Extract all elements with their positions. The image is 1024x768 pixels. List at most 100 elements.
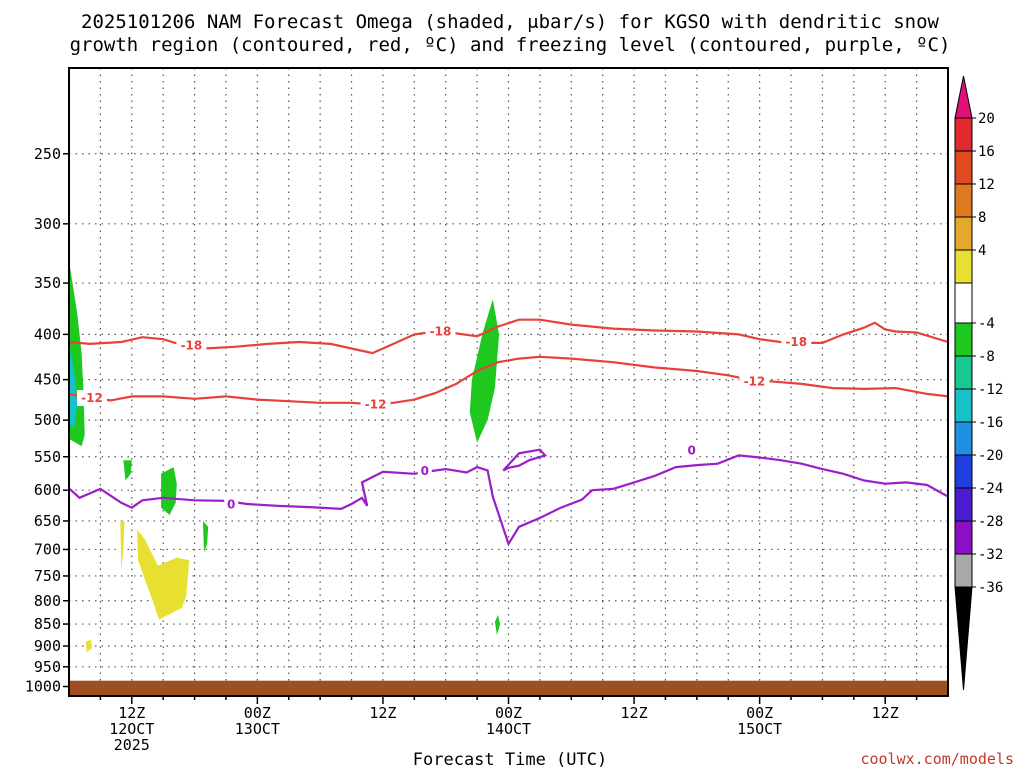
colorbar-swatch xyxy=(954,421,973,456)
y-tick-label: 650 xyxy=(34,512,61,530)
colorbar-label: -24 xyxy=(978,481,1003,497)
omega-region-negative xyxy=(494,614,501,636)
colorbar-swatch xyxy=(954,216,973,251)
colorbar-swatch xyxy=(954,150,973,185)
chart-title-line-1: 2025101206 NAM Forecast Omega (shaded, μ… xyxy=(81,11,939,33)
contour-label-text: -12 xyxy=(744,374,766,388)
contour-label-text: -18 xyxy=(430,324,452,338)
x-tick-label: 12Z xyxy=(369,704,396,722)
x-tick-label: 12OCT xyxy=(109,720,154,738)
freezing-level-label: 0 xyxy=(684,442,699,459)
dgz-contour-label: -18 xyxy=(781,333,812,350)
y-tick-label: 550 xyxy=(34,448,61,466)
colorbar-label: -28 xyxy=(978,514,1003,530)
colorbar-label: -16 xyxy=(978,415,1003,431)
colorbar-label: -20 xyxy=(978,448,1003,464)
contour-label-text: -12 xyxy=(365,397,387,411)
x-tick-label: 15OCT xyxy=(737,720,782,738)
colorbar-swatch xyxy=(954,553,973,588)
contour-label-text: -18 xyxy=(785,335,807,349)
y-tick-label: 950 xyxy=(34,658,61,676)
dgz-contour-m12 xyxy=(68,355,949,406)
x-tick-label: 00Z xyxy=(495,704,522,722)
colorbar-label: 16 xyxy=(978,144,995,160)
colorbar-swatch xyxy=(954,388,973,423)
colorbar-label: -4 xyxy=(978,316,995,332)
y-axis-ticks: 250 300 350 400 450 500 550 600 650 700 750 800 850 9… xyxy=(25,145,69,696)
colorbar-swatch xyxy=(954,282,973,324)
colorbar-swatch xyxy=(954,454,973,489)
contour-label-text: 0 xyxy=(227,498,235,512)
colorbar-swatch xyxy=(954,249,973,284)
dgz-contour-label: -18 xyxy=(425,323,456,340)
y-tick-label: 900 xyxy=(34,637,61,655)
dgz-contour-label: -12 xyxy=(739,373,770,390)
colorbar-label: 8 xyxy=(978,210,986,226)
y-tick-label: 300 xyxy=(34,215,61,233)
colorbar-label: -12 xyxy=(978,382,1003,398)
colorbar-swatch xyxy=(954,487,973,522)
colorbar-swatch xyxy=(954,183,973,218)
x-tick-label: 12Z xyxy=(872,704,899,722)
freezing-level-loop xyxy=(502,448,548,472)
omega-region-negative xyxy=(123,460,132,481)
colorbar-swatch xyxy=(954,355,973,390)
y-tick-label: 600 xyxy=(34,481,61,499)
colorbar-label: 12 xyxy=(978,177,995,193)
terrain-surface xyxy=(69,680,948,696)
y-tick-label: 500 xyxy=(34,411,61,429)
freezing-level-label: 0 xyxy=(417,463,432,480)
x-tick-label: 13OCT xyxy=(235,720,280,738)
x-tick-label: 14OCT xyxy=(486,720,531,738)
omega-region-negative xyxy=(469,299,500,443)
colorbar: 20 16 12 8 4 -4 -8 -12 -16 -20 -24 -28 -32 -36 xyxy=(954,75,1003,691)
y-tick-label: 400 xyxy=(34,325,61,343)
y-tick-label: 450 xyxy=(34,371,61,389)
y-tick-label: 800 xyxy=(34,592,61,610)
x-tick-label: 2025 xyxy=(114,736,150,754)
freezing-level-label: 0 xyxy=(224,496,239,513)
omega-region-negative xyxy=(161,467,177,515)
colorbar-label: -36 xyxy=(978,580,1003,596)
contour-label-text: 0 xyxy=(687,443,695,457)
colorbar-label: 4 xyxy=(978,243,986,259)
y-tick-label: 250 xyxy=(34,145,61,163)
y-tick-label: 1000 xyxy=(25,678,61,696)
colorbar-swatch xyxy=(954,520,973,555)
x-tick-label: 12Z xyxy=(621,704,648,722)
dgz-contour-label: -18 xyxy=(176,337,207,354)
omega-region-negative xyxy=(202,521,209,553)
x-tick-label: 00Z xyxy=(244,704,271,722)
colorbar-label: -8 xyxy=(978,349,995,365)
grid-lines xyxy=(69,68,948,696)
omega-region-negative xyxy=(69,343,78,428)
omega-region-positive xyxy=(85,639,92,653)
y-tick-label: 850 xyxy=(34,615,61,633)
dgz-contour-label: -12 xyxy=(77,389,108,406)
y-tick-label: 750 xyxy=(34,567,61,585)
colorbar-label: 20 xyxy=(978,111,995,127)
contour-label-text: -18 xyxy=(181,339,203,353)
contours: -18 -18 -18 -12 -12 -12 0 0 0 xyxy=(68,318,949,547)
colorbar-label: -32 xyxy=(978,547,1003,563)
x-axis-label: Forecast Time (UTC) xyxy=(413,750,607,768)
contour-label-text: -12 xyxy=(81,391,103,405)
omega-region-positive xyxy=(137,529,190,620)
omega-region-positive xyxy=(120,521,125,571)
colorbar-bottom-arrow xyxy=(954,586,973,691)
colorbar-top-arrow xyxy=(954,75,973,119)
colorbar-swatch xyxy=(954,117,973,152)
freezing-level-contour xyxy=(68,454,949,547)
x-tick-label: 00Z xyxy=(746,704,773,722)
y-tick-label: 350 xyxy=(34,274,61,292)
colorbar-swatch xyxy=(954,322,973,357)
y-tick-label: 700 xyxy=(34,540,61,558)
contour-label-text: 0 xyxy=(421,464,429,478)
dgz-contour-label: -12 xyxy=(360,396,391,413)
x-tick-label: 12Z xyxy=(118,704,145,722)
site-credit: coolwx.com/models xyxy=(860,750,1014,768)
plot-area: -18 -18 -18 -12 -12 -12 0 0 0 250 300 350 400 450 500… xyxy=(25,67,949,754)
chart-title-line-2: growth region (contoured, red, ºC) and f… xyxy=(70,34,951,56)
